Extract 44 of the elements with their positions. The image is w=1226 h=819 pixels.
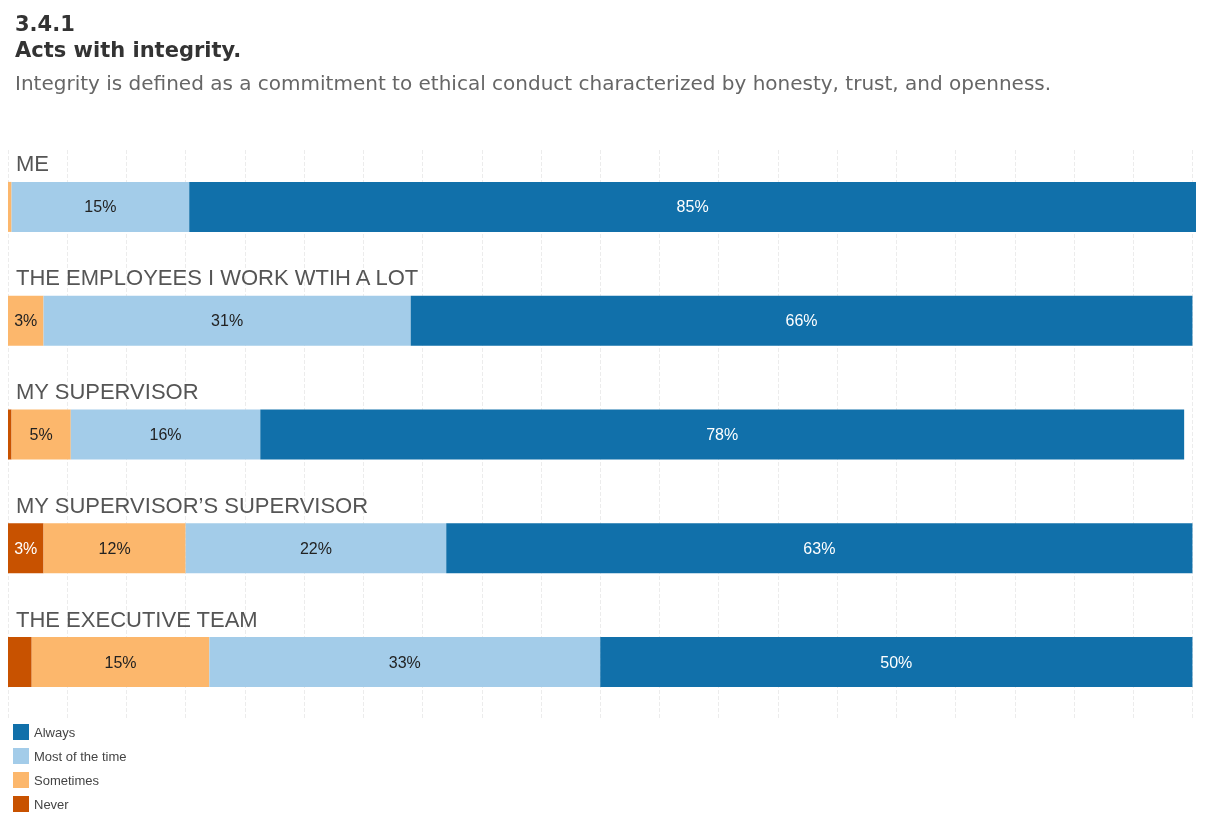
bar <box>8 181 12 232</box>
bar <box>209 637 601 688</box>
data-label: 15% <box>84 198 117 216</box>
bar <box>260 409 1185 460</box>
bar <box>11 181 190 232</box>
bar <box>11 409 71 460</box>
bar <box>600 637 1193 688</box>
bar <box>31 637 210 688</box>
bar <box>8 295 44 346</box>
bar <box>43 523 186 574</box>
data-label: 63% <box>803 539 836 557</box>
y-tick-label: THE EXECUTIVE TEAM <box>16 606 258 632</box>
data-label: 85% <box>676 198 709 216</box>
data-label: 31% <box>211 312 244 330</box>
data-label: 16% <box>149 426 182 443</box>
chart-title: 3.4.1 Acts with integrity. <box>15 12 242 62</box>
bar <box>446 523 1193 574</box>
y-tick-label: MY SUPERVISOR’S SUPERVISOR <box>16 492 369 518</box>
bar <box>189 181 1196 232</box>
data-label: 33% <box>388 653 421 671</box>
y-tick-label: MY SUPERVISOR <box>16 379 199 404</box>
data-label: 3% <box>14 312 38 330</box>
data-label: 50% <box>880 653 913 671</box>
data-label: 66% <box>785 312 818 330</box>
data-label: 12% <box>98 539 131 557</box>
chart-subtitle: Integrity is defined as a commitment to ethical conduct characterized by honesty, trust, and openness. <box>15 71 1052 95</box>
bar <box>185 523 447 574</box>
legend-label: Never <box>34 796 70 812</box>
bar <box>410 295 1193 346</box>
legend-label: Sometimes <box>34 772 100 788</box>
y-tick-label: ME <box>16 151 49 177</box>
legend-label: Most of the time <box>34 748 127 764</box>
bar <box>70 409 261 460</box>
data-label: 3% <box>14 539 38 557</box>
bar <box>8 523 44 574</box>
data-label: 22% <box>299 539 332 557</box>
bar <box>43 295 411 346</box>
legend-label: Always <box>34 724 76 740</box>
bar <box>8 409 12 460</box>
data-label: 15% <box>104 653 137 671</box>
data-label: 78% <box>706 426 739 443</box>
bar <box>8 637 32 688</box>
data-label: 5% <box>29 426 53 443</box>
y-tick-label: THE EMPLOYEES I WORK WTIH A LOT <box>16 265 419 291</box>
